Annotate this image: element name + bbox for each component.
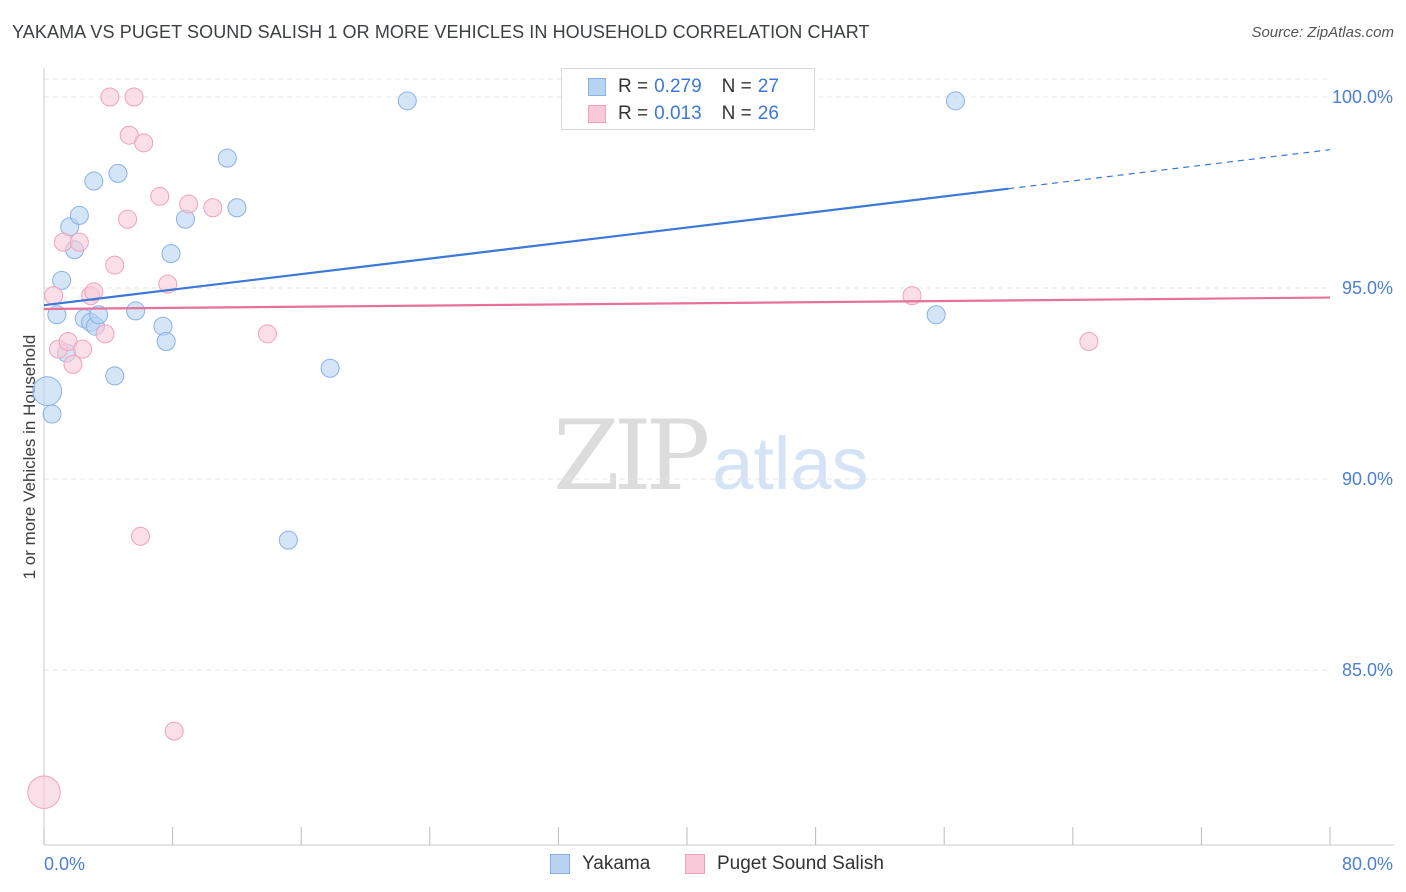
legend-label: Puget Sound Salish (717, 853, 884, 874)
legend-item-puget-sound-salish[interactable]: Puget Sound Salish (685, 853, 884, 875)
yakama-point (945, 91, 965, 111)
series-legend: Yakama Puget Sound Salish (0, 851, 1406, 879)
watermark-zip: ZIP (553, 400, 710, 512)
puget-point (150, 186, 170, 206)
puget-point (53, 232, 73, 252)
n-value: 27 (757, 76, 779, 97)
yakama-trendline-extension (1008, 149, 1331, 190)
puget-point (95, 324, 115, 344)
grid-layer (44, 78, 1330, 671)
legend-item-yakama[interactable]: Yakama (550, 853, 650, 875)
r-label: R = (618, 103, 649, 124)
y-tick-label: 90.0% (1342, 469, 1393, 489)
y-tick-label: 100.0% (1332, 87, 1393, 107)
x-tick-label: 0.0% (44, 854, 85, 874)
chart-title: YAKAMA VS PUGET SOUND SALISH 1 OR MORE V… (12, 22, 870, 42)
n-label: N = (721, 103, 752, 124)
puget-point (100, 87, 120, 107)
stats-legend-row-yakama: R = 0.279 N = 27 (588, 75, 779, 99)
yakama-point (126, 301, 146, 321)
yakama-point (47, 305, 67, 325)
yakama-point (52, 270, 72, 290)
puget-point (179, 194, 199, 214)
puget-point (124, 87, 144, 107)
legend-label: Yakama (582, 853, 651, 874)
points-layer (27, 87, 1099, 809)
puget-point (118, 209, 138, 229)
puget-legend-swatch (685, 854, 705, 874)
yakama-point (42, 404, 62, 424)
trend-layer (43, 149, 1331, 311)
yakama-point (397, 91, 417, 111)
puget-swatch (588, 105, 606, 123)
puget-point (84, 282, 104, 302)
puget-trendline (43, 296, 1331, 311)
x-tick-label: 80.0% (1342, 854, 1393, 874)
n-value: 26 (757, 103, 779, 124)
yakama-point (69, 205, 89, 225)
puget-point (130, 526, 150, 546)
n-label: N = (721, 76, 752, 97)
yakama-swatch (588, 78, 606, 96)
r-value: 0.279 (654, 76, 702, 97)
stats-legend-row-puget: R = 0.013 N = 26 (588, 102, 779, 126)
yakama-point (108, 163, 128, 183)
puget-point (63, 354, 83, 374)
yakama-point (89, 305, 109, 325)
yakama-point (156, 331, 176, 351)
yakama-point (926, 305, 946, 325)
yakama-point (161, 244, 181, 264)
yakama-point (105, 366, 125, 386)
r-value: 0.013 (654, 103, 702, 124)
axis-layer (43, 68, 1394, 846)
watermark: ZIP atlas (553, 400, 869, 512)
yakama-point (227, 198, 247, 218)
stats-legend: R = 0.279 N = 27 R = 0.013 N = 26 (561, 68, 815, 130)
source-credit: Source: ZipAtlas.com (1251, 24, 1394, 41)
y-tick-label: 85.0% (1342, 660, 1393, 680)
puget-point (134, 133, 154, 153)
tick-label-layer: 85.0% 90.0% 95.0% 100.0% 0.0% 80.0% (44, 87, 1393, 874)
puget-point (203, 198, 223, 218)
puget-point (27, 775, 61, 809)
puget-point (44, 286, 64, 306)
watermark-atlas: atlas (712, 422, 869, 505)
yakama-point (278, 530, 298, 550)
puget-point (69, 232, 89, 252)
r-label: R = (618, 76, 649, 97)
puget-point (73, 339, 93, 359)
puget-point (1079, 331, 1099, 351)
y-tick-label: 95.0% (1342, 278, 1393, 298)
puget-point (164, 721, 184, 741)
yakama-point (320, 358, 340, 378)
yakama-legend-swatch (550, 854, 570, 874)
puget-point (105, 255, 125, 275)
puget-point (257, 324, 277, 344)
yakama-point (217, 148, 237, 168)
yakama-point (84, 171, 104, 191)
yakama-trendline (43, 187, 1009, 307)
yakama-point (32, 376, 63, 407)
